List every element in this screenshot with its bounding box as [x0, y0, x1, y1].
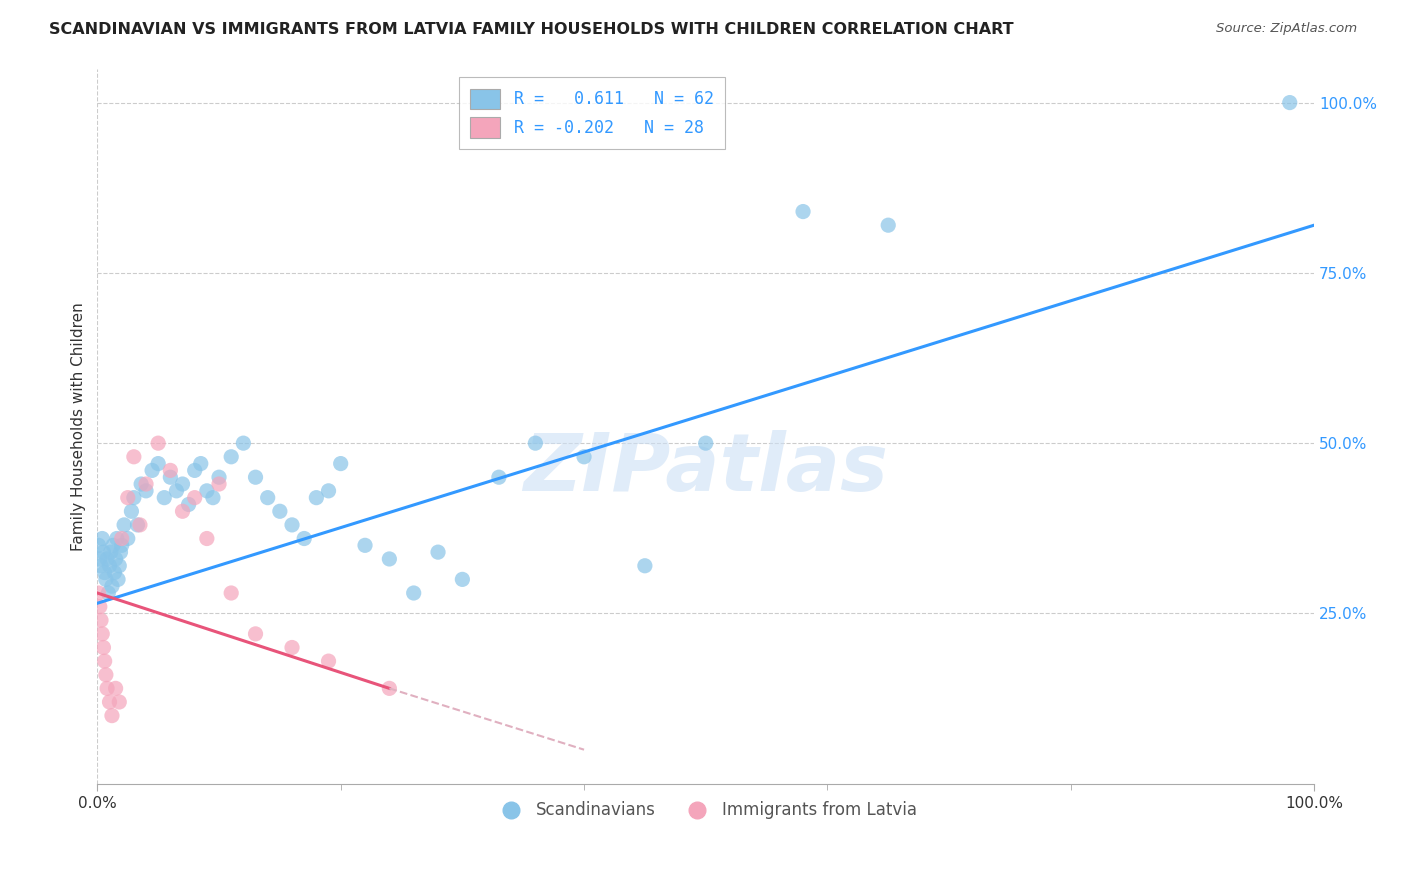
Point: [318, 654, 340, 668]
Point: [148, 457, 170, 471]
Point: [141, 463, 163, 477]
Point: [524, 436, 547, 450]
Point: [101, 579, 124, 593]
Point: [101, 538, 124, 552]
Point: [634, 558, 657, 573]
Legend: Scandinavians, Immigrants from Latvia: Scandinavians, Immigrants from Latvia: [488, 794, 924, 825]
Point: [101, 708, 124, 723]
Point: [195, 483, 218, 498]
Point: [94, 667, 117, 681]
Point: [98, 695, 121, 709]
Point: [89, 599, 111, 614]
Point: [105, 532, 128, 546]
Point: [281, 640, 304, 655]
Point: [256, 491, 278, 505]
Point: [172, 477, 194, 491]
Point: [292, 532, 315, 546]
Point: [87, 538, 110, 552]
Point: [172, 504, 194, 518]
Point: [195, 532, 218, 546]
Point: [90, 613, 112, 627]
Point: [120, 504, 142, 518]
Point: [91, 532, 114, 546]
Text: ZIPatlas: ZIPatlas: [523, 430, 889, 508]
Point: [318, 483, 340, 498]
Point: [103, 566, 125, 580]
Point: [117, 491, 139, 505]
Point: [129, 477, 152, 491]
Point: [87, 586, 110, 600]
Point: [112, 517, 135, 532]
Text: SCANDINAVIAN VS IMMIGRANTS FROM LATVIA FAMILY HOUSEHOLDS WITH CHILDREN CORRELATI: SCANDINAVIAN VS IMMIGRANTS FROM LATVIA F…: [49, 22, 1014, 37]
Point: [104, 552, 127, 566]
Point: [269, 504, 291, 518]
Point: [572, 450, 595, 464]
Point: [93, 640, 115, 655]
Text: Source: ZipAtlas.com: Source: ZipAtlas.com: [1216, 22, 1357, 36]
Point: [201, 491, 224, 505]
Y-axis label: Family Households with Children: Family Households with Children: [72, 301, 86, 550]
Point: [93, 654, 115, 668]
Point: [107, 573, 129, 587]
Point: [122, 450, 145, 464]
Point: [135, 477, 157, 491]
Point: [97, 586, 120, 600]
Point: [93, 545, 115, 559]
Point: [245, 470, 267, 484]
Point: [427, 545, 450, 559]
Point: [96, 681, 118, 696]
Point: [190, 457, 212, 471]
Point: [402, 586, 425, 600]
Point: [281, 517, 304, 532]
Point: [1278, 95, 1301, 110]
Point: [91, 627, 114, 641]
Point: [148, 436, 170, 450]
Point: [153, 491, 176, 505]
Point: [100, 545, 122, 559]
Point: [111, 538, 134, 552]
Point: [305, 491, 328, 505]
Point: [208, 477, 231, 491]
Point: [695, 436, 717, 450]
Point: [378, 552, 401, 566]
Point: [111, 532, 134, 546]
Point: [183, 491, 205, 505]
Point: [108, 558, 131, 573]
Point: [219, 586, 242, 600]
Point: [159, 463, 181, 477]
Point: [159, 470, 181, 484]
Point: [245, 627, 267, 641]
Point: [108, 695, 131, 709]
Point: [135, 483, 157, 498]
Point: [90, 558, 112, 573]
Point: [127, 517, 149, 532]
Point: [329, 457, 352, 471]
Point: [104, 681, 127, 696]
Point: [488, 470, 510, 484]
Point: [177, 498, 200, 512]
Point: [792, 204, 814, 219]
Point: [451, 573, 474, 587]
Point: [110, 545, 132, 559]
Point: [219, 450, 242, 464]
Point: [122, 491, 145, 505]
Point: [378, 681, 401, 696]
Point: [117, 532, 139, 546]
Point: [232, 436, 254, 450]
Point: [208, 470, 231, 484]
Point: [165, 483, 187, 498]
Point: [93, 566, 115, 580]
Point: [94, 573, 117, 587]
Point: [89, 552, 111, 566]
Point: [877, 218, 900, 232]
Point: [354, 538, 377, 552]
Point: [129, 517, 152, 532]
Point: [98, 558, 121, 573]
Point: [183, 463, 205, 477]
Point: [96, 552, 118, 566]
